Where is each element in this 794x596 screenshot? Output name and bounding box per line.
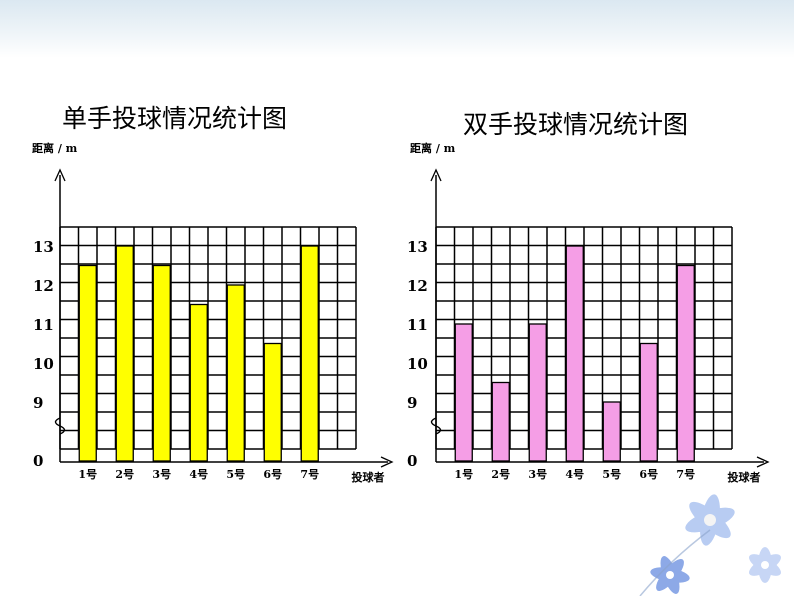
x-tick-label: 3号 xyxy=(152,468,171,481)
x-tick-label: 5号 xyxy=(602,468,621,481)
y-axis-label: 距离 / m xyxy=(32,141,78,155)
y-axis-label: 距离 / m xyxy=(410,141,456,155)
chart-title: 双手投球情况统计图 xyxy=(463,110,688,139)
bar xyxy=(565,245,584,462)
x-tick-label: 7号 xyxy=(676,468,695,481)
x-axis-label: 投球者 xyxy=(728,470,761,484)
y-axis-arrow xyxy=(430,168,442,182)
bar xyxy=(115,245,134,462)
y-tick-label: 11 xyxy=(407,316,428,334)
y-tick-label: 10 xyxy=(33,355,54,373)
y-tick-label: 0 xyxy=(33,452,43,470)
x-tick-label: 1号 xyxy=(78,468,97,481)
y-tick-label: 12 xyxy=(407,277,428,295)
y-tick-label: 0 xyxy=(407,452,417,470)
axis-break-mark xyxy=(54,417,66,435)
x-tick-label: 4号 xyxy=(189,468,208,481)
y-tick-label: 13 xyxy=(407,238,428,256)
bar xyxy=(189,303,208,462)
y-tick-label: 11 xyxy=(33,316,54,334)
bar xyxy=(491,381,510,462)
bar xyxy=(78,264,97,462)
y-tick-label: 12 xyxy=(33,277,54,295)
bar xyxy=(639,342,658,462)
x-tick-label: 3号 xyxy=(528,468,547,481)
y-tick-label: 13 xyxy=(33,238,54,256)
bar xyxy=(602,401,621,462)
x-tick-label: 7号 xyxy=(300,468,319,481)
chart-title: 单手投球情况统计图 xyxy=(62,104,287,133)
x-axis-label: 投球者 xyxy=(352,470,385,484)
x-tick-label: 6号 xyxy=(639,468,658,481)
bar xyxy=(263,342,282,462)
x-tick-label: 2号 xyxy=(491,468,510,481)
x-tick-label: 2号 xyxy=(115,468,134,481)
bar xyxy=(152,264,171,462)
x-axis-arrow xyxy=(756,456,770,468)
y-tick-label: 9 xyxy=(407,394,417,412)
top-background-band xyxy=(0,0,794,58)
bar xyxy=(226,284,245,462)
x-axis-arrow xyxy=(380,456,394,468)
y-tick-label: 10 xyxy=(407,355,428,373)
bar xyxy=(454,323,473,462)
y-axis-arrow xyxy=(54,168,66,182)
bar xyxy=(528,323,547,462)
x-tick-label: 6号 xyxy=(263,468,282,481)
axis-break-mark xyxy=(430,417,442,435)
bar xyxy=(676,264,695,462)
x-tick-label: 4号 xyxy=(565,468,584,481)
x-tick-label: 1号 xyxy=(454,468,473,481)
flower-decoration xyxy=(639,494,781,596)
x-tick-label: 5号 xyxy=(226,468,245,481)
bar xyxy=(300,245,319,462)
y-tick-label: 9 xyxy=(33,394,43,412)
